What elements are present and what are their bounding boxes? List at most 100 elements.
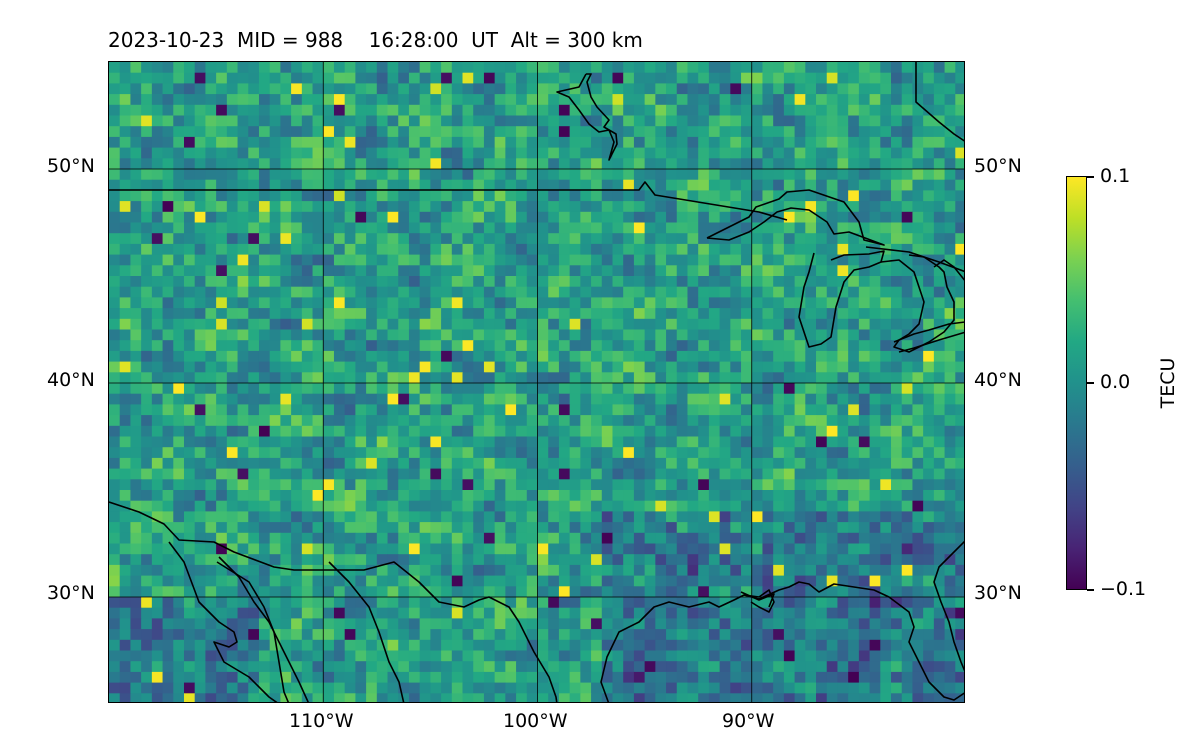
tec-cell bbox=[258, 554, 271, 566]
tec-cell bbox=[730, 72, 742, 84]
tec-cell bbox=[516, 83, 528, 95]
tec-cell bbox=[473, 254, 485, 266]
tec-cell bbox=[719, 693, 731, 702]
tec-cell bbox=[644, 340, 656, 352]
tec-cell bbox=[741, 586, 753, 598]
tec-cell bbox=[880, 297, 892, 309]
tec-cell bbox=[612, 425, 624, 437]
tec-cell bbox=[237, 158, 249, 170]
tec-cell bbox=[258, 361, 271, 373]
tec-cell bbox=[269, 179, 281, 191]
tec-cell bbox=[376, 190, 389, 202]
tec-cell bbox=[944, 190, 956, 202]
tec-cell bbox=[537, 554, 549, 566]
tec-cell bbox=[376, 500, 389, 512]
tec-cell bbox=[548, 639, 560, 651]
tec-cell bbox=[719, 532, 731, 544]
tec-cell bbox=[901, 72, 913, 84]
tec-cell bbox=[805, 447, 817, 459]
tec-cell bbox=[451, 201, 464, 213]
tec-cell bbox=[280, 671, 292, 684]
tec-cell bbox=[666, 115, 678, 127]
tec-cell bbox=[708, 265, 721, 277]
tec-cell bbox=[601, 543, 613, 555]
tec-cell bbox=[676, 383, 688, 395]
tec-cell bbox=[891, 340, 903, 352]
tec-cell bbox=[891, 383, 903, 395]
tec-cell bbox=[869, 522, 881, 534]
tec-cell bbox=[591, 661, 603, 673]
tec-cell bbox=[473, 597, 485, 609]
tec-cell bbox=[548, 308, 560, 320]
tec-cell bbox=[730, 597, 742, 609]
tec-cell bbox=[901, 457, 913, 470]
tec-cell bbox=[387, 554, 399, 566]
tec-cell bbox=[494, 126, 506, 138]
tec-cell bbox=[183, 522, 196, 534]
tec-cell bbox=[762, 425, 774, 437]
tec-cell bbox=[591, 639, 603, 651]
tec-cell bbox=[451, 62, 464, 74]
tec-cell bbox=[366, 254, 378, 266]
tec-cell bbox=[580, 201, 592, 213]
tec-cell bbox=[248, 682, 260, 694]
tec-cell bbox=[762, 243, 774, 256]
tec-cell bbox=[751, 115, 763, 127]
tec-cell bbox=[708, 425, 721, 437]
tec-cell bbox=[408, 254, 421, 266]
tec-cell bbox=[505, 329, 517, 341]
tec-cell bbox=[891, 500, 903, 512]
tec-cell bbox=[248, 265, 260, 277]
tec-cell bbox=[419, 350, 431, 363]
tec-cell bbox=[655, 468, 667, 480]
tec-cell bbox=[430, 126, 442, 138]
tec-cell bbox=[826, 447, 838, 459]
tec-cell bbox=[708, 586, 721, 598]
tec-cell bbox=[355, 425, 367, 437]
tec-cell bbox=[751, 597, 763, 609]
tec-cell bbox=[623, 211, 635, 223]
tec-cell bbox=[408, 243, 421, 256]
tec-cell bbox=[430, 211, 442, 223]
tec-cell bbox=[933, 361, 946, 373]
tec-cell bbox=[591, 447, 603, 459]
tec-cell bbox=[280, 554, 292, 566]
tec-cell bbox=[730, 436, 742, 448]
tec-cell bbox=[805, 329, 817, 341]
tec-cell bbox=[548, 222, 560, 234]
tec-cell bbox=[430, 575, 442, 587]
tec-cell bbox=[869, 158, 881, 170]
tec-cell bbox=[291, 211, 303, 223]
tec-cell bbox=[644, 629, 656, 641]
tec-cell bbox=[687, 104, 699, 116]
tec-cell bbox=[194, 62, 206, 74]
tec-cell bbox=[162, 222, 174, 234]
tec-cell bbox=[633, 222, 646, 234]
tec-cell bbox=[119, 62, 131, 74]
tec-cell bbox=[537, 94, 549, 106]
tec-cell bbox=[655, 457, 667, 470]
tec-cell bbox=[687, 682, 699, 694]
tec-cell bbox=[291, 500, 303, 512]
tec-cell bbox=[333, 222, 346, 234]
tec-cell bbox=[151, 479, 164, 491]
tec-cell bbox=[441, 126, 453, 138]
tec-cell bbox=[398, 511, 410, 523]
tec-cell bbox=[162, 201, 174, 213]
tec-cell bbox=[901, 597, 913, 609]
tec-cell bbox=[773, 308, 785, 320]
tec-cell bbox=[226, 372, 239, 384]
tec-cell bbox=[666, 607, 678, 619]
tec-cell bbox=[248, 72, 260, 84]
tec-cell bbox=[580, 671, 592, 684]
tec-cell bbox=[119, 179, 131, 191]
tec-cell bbox=[773, 425, 785, 437]
tec-cell bbox=[355, 447, 367, 459]
tec-cell bbox=[258, 436, 271, 448]
tec-cell bbox=[794, 158, 806, 170]
tec-cell bbox=[323, 404, 335, 416]
tec-cell bbox=[719, 564, 731, 577]
tec-cell bbox=[655, 404, 667, 416]
tec-cell bbox=[387, 671, 399, 684]
tec-cell bbox=[494, 447, 506, 459]
